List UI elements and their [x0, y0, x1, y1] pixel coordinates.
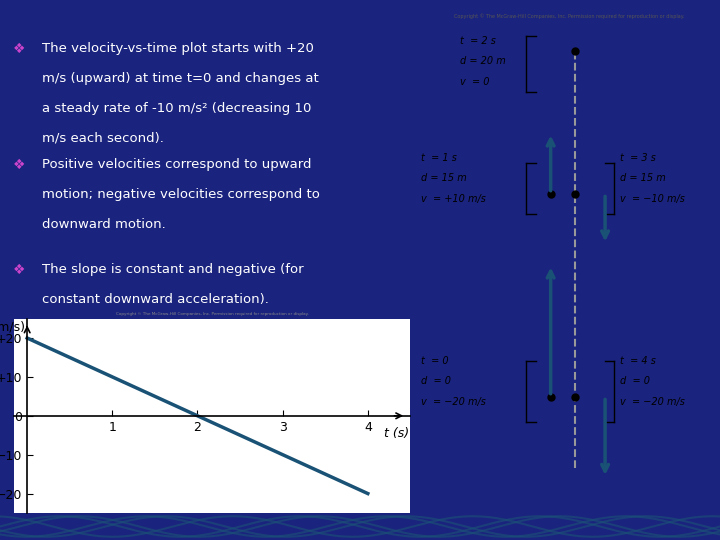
- Text: t (s): t (s): [384, 427, 409, 440]
- Text: d = 15 m: d = 15 m: [420, 173, 467, 183]
- Text: d = 15 m: d = 15 m: [620, 173, 666, 183]
- Text: v  = −10 m/s: v = −10 m/s: [620, 193, 685, 204]
- Text: t  = 4 s: t = 4 s: [620, 356, 656, 366]
- Text: v  = −20 m/s: v = −20 m/s: [420, 396, 485, 407]
- Text: constant downward acceleration).: constant downward acceleration).: [42, 293, 269, 306]
- Text: m/s each second).: m/s each second).: [42, 132, 163, 145]
- Text: ❖: ❖: [12, 263, 25, 277]
- Text: t  = 3 s: t = 3 s: [620, 153, 656, 163]
- Text: Copyright © The McGraw-Hill Companies, Inc. Permission required for reproduction: Copyright © The McGraw-Hill Companies, I…: [116, 312, 309, 316]
- Text: d  = 0: d = 0: [420, 376, 451, 386]
- Text: d  = 0: d = 0: [620, 376, 650, 386]
- Text: t  = 2 s: t = 2 s: [460, 36, 496, 46]
- Text: Positive velocities correspond to upward: Positive velocities correspond to upward: [42, 158, 311, 171]
- Text: motion; negative velocities correspond to: motion; negative velocities correspond t…: [42, 188, 320, 201]
- Text: a steady rate of -10 m/s² (decreasing 10: a steady rate of -10 m/s² (decreasing 10: [42, 102, 311, 115]
- Text: v (m/s): v (m/s): [0, 321, 25, 334]
- Text: v  = 0: v = 0: [460, 77, 490, 87]
- Text: ❖: ❖: [12, 158, 25, 172]
- Text: v  = −20 m/s: v = −20 m/s: [620, 396, 685, 407]
- Text: t  = 0: t = 0: [420, 356, 449, 366]
- Text: t  = 1 s: t = 1 s: [420, 153, 456, 163]
- Text: ❖: ❖: [12, 42, 25, 56]
- Text: downward motion.: downward motion.: [42, 218, 166, 231]
- Text: m/s (upward) at time t=0 and changes at: m/s (upward) at time t=0 and changes at: [42, 72, 318, 85]
- Text: The slope is constant and negative (for: The slope is constant and negative (for: [42, 263, 303, 276]
- Text: v  = +10 m/s: v = +10 m/s: [420, 193, 485, 204]
- Text: d = 20 m: d = 20 m: [460, 57, 505, 66]
- Text: Copyright © The McGraw-Hill Companies, Inc. Permission required for reproduction: Copyright © The McGraw-Hill Companies, I…: [454, 14, 684, 19]
- Text: Copyright © The McGraw-Hill Companies, Inc. Permission required for reproduction: Copyright © The McGraw-Hill Companies, I…: [94, 342, 324, 348]
- Text: The velocity-vs-time plot starts with +20: The velocity-vs-time plot starts with +2…: [42, 42, 314, 55]
